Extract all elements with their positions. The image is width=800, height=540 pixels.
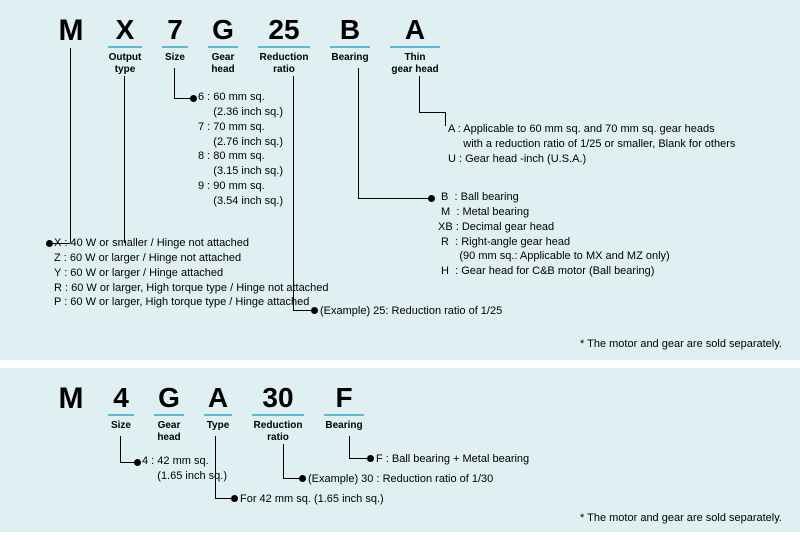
footnote: * The motor and gear are sold separately… [580,512,782,524]
code-letter: F [331,384,356,412]
bearing-note: F : Ball bearing + Metal bearing [376,452,529,467]
seg-label: Gearhead [157,420,180,443]
output-type-options: X : 40 W or smaller / Hinge not attached… [54,236,329,310]
seg-m: M [54,16,88,75]
part-number-diagram-2: M 4 Size G Gearhead A Type 30 Reductionr… [0,368,800,532]
seg-type: A Type [204,384,232,443]
footnote: * The motor and gear are sold separately… [580,338,782,350]
seg-label: Gearhead [211,52,234,75]
code-letter: A [204,384,232,412]
code-row: M 4 Size G Gearhead A Type 30 Reductionr… [54,384,364,443]
code-letter: M [55,384,88,414]
code-letter: 4 [109,384,133,412]
code-row: M X Outputtype 7 Size G Gearhead 25 Redu… [54,16,440,75]
code-letter: B [336,16,364,44]
seg-label: Size [165,52,185,64]
seg-label: Bearing [331,52,368,64]
seg-output: X Outputtype [108,16,142,75]
seg-m: M [54,384,88,443]
type-note: For 42 mm sq. (1.65 inch sq.) [240,492,384,507]
bearing-options: B : Ball bearing M : Metal bearing XB : … [438,190,670,279]
thin-gearhead-options: A : Applicable to 60 mm sq. and 70 mm sq… [448,122,735,167]
code-letter: G [208,16,238,44]
seg-label: Size [111,420,131,432]
seg-size: 4 Size [108,384,134,443]
seg-label: Type [207,420,230,432]
seg-ratio: 25 Reductionratio [258,16,310,75]
seg-label: Reductionratio [254,420,303,443]
seg-size: 7 Size [162,16,188,75]
seg-bearing: B Bearing [330,16,370,75]
code-letter: A [401,16,429,44]
size-options: 4 : 42 mm sq. (1.65 inch sq.) [142,454,227,484]
code-letter: 7 [163,16,187,44]
code-letter: 30 [258,384,297,412]
code-letter: X [112,16,139,44]
size-options: 6 : 60 mm sq. (2.36 inch sq.) 7 : 70 mm … [198,90,283,209]
seg-gearhead: G Gearhead [154,384,184,443]
seg-thin: A Thingear head [390,16,440,75]
ratio-example: (Example) 30 : Reduction ratio of 1/30 [308,472,493,487]
code-letter: G [154,384,184,412]
seg-bearing: F Bearing [324,384,364,443]
seg-label: Thingear head [391,52,438,75]
code-letter: M [55,16,88,46]
seg-gearhead: G Gearhead [208,16,238,75]
code-letter: 25 [264,16,303,44]
seg-ratio: 30 Reductionratio [252,384,304,443]
seg-label: Reductionratio [260,52,309,75]
ratio-example: (Example) 25: Reduction ratio of 1/25 [320,304,502,319]
seg-label: Outputtype [109,52,142,75]
seg-label: Bearing [325,420,362,432]
part-number-diagram-1: M X Outputtype 7 Size G Gearhead 25 Redu… [0,0,800,360]
